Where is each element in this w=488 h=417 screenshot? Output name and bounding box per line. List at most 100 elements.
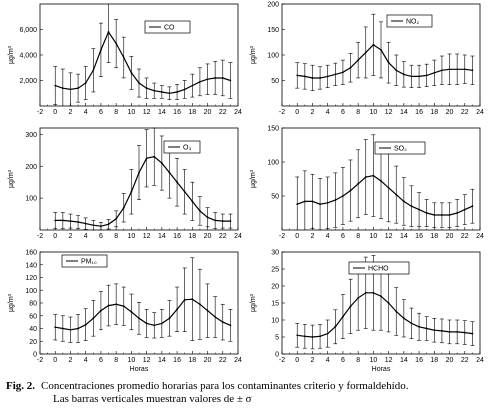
data-point [425,74,428,77]
data-point [199,209,201,212]
data-point [364,291,367,294]
data-point [441,69,443,72]
data-point [153,155,156,158]
x-tick-label: 20 [204,233,212,240]
legend: NO₂ [386,14,433,28]
x-tick-label: 2 [311,357,315,364]
x-tick-label: 10 [127,109,135,116]
y-tick-label: 20 [271,284,279,291]
data-point [153,324,156,327]
y-axis-title: µg/m³ [8,293,15,312]
x-tick-label: 12 [143,233,151,240]
data-point [456,331,459,333]
data-point [463,331,466,334]
data-point [130,190,133,193]
x-tick-label: 18 [430,109,438,116]
x-tick-label: 8 [356,357,360,364]
data-point [107,31,110,33]
y-tick-label: 25 [271,267,279,274]
data-point [100,49,102,51]
data-point [138,317,140,320]
data-point [92,317,95,320]
x-tick-label: -2 [279,233,285,240]
x-tick-label: 0 [53,109,57,116]
data-point [92,69,95,72]
data-point [69,328,72,331]
caption-line-1: Fig. 2. Concentraciones promedio horarias… [6,380,486,393]
x-tick-label: 0 [53,357,57,364]
data-point [206,309,209,312]
x-tick-label: 10 [369,357,377,364]
x-tick-label: 8 [114,357,118,364]
y-tick-label: 0 [33,352,37,359]
y-tick-label: 60 [29,313,37,320]
data-point [115,303,118,306]
y-tick-label: 300 [25,132,37,139]
data-point [334,73,337,76]
legend: CO [144,20,191,34]
data-point [471,332,474,335]
data-point [122,56,125,59]
x-tick-label: 10 [369,109,377,116]
data-point [349,66,352,69]
data-point [214,219,217,222]
x-tick-label: 20 [446,233,454,240]
x-tick-label: 24 [476,357,484,364]
figure-number: Fig. 2. [6,380,36,392]
data-point [221,77,224,79]
x-tick-label: 12 [385,109,393,116]
y-tick-label: 50 [271,194,279,201]
data-point [349,305,352,308]
data-point [145,322,148,325]
x-tick-label: 24 [476,233,484,240]
x-tick-label: 14 [158,233,166,240]
series-line [297,44,473,79]
legend-label: PM₁₀ [81,259,97,266]
y-tick-label: 150 [267,126,279,133]
data-point [326,75,329,78]
x-tick-label: 10 [369,233,377,240]
data-point [176,91,178,93]
y-tick-label: 100 [25,196,37,203]
panel-4: -2 0 2 4 6 8 10 12 14 16 18 20 22 2402040608010012014… [8,250,242,374]
x-tick-label: 20 [446,109,454,116]
x-tick-label: 16 [415,109,423,116]
y-tick-label: 200 [25,164,37,171]
data-point [107,223,110,226]
x-tick-label: 12 [143,109,151,116]
figure-caption: Fig. 2. Concentraciones promedio horarias… [6,380,486,406]
x-tick-label: 12 [143,357,151,364]
series-line [55,156,231,227]
y-tick-label: 200 [267,2,279,9]
x-tick-label: 0 [295,357,299,364]
x-tick-label: 22 [219,233,227,240]
data-point [471,69,474,72]
x-tick-label: 14 [400,109,408,116]
x-tick-label: 16 [415,357,423,364]
data-point [319,203,321,206]
y-axis-title: µg/m³ [8,169,15,188]
legend-box [61,254,108,268]
data-point [311,77,314,79]
legend: O₃ [163,140,201,154]
data-point [84,222,87,225]
y-tick-label: 15 [271,301,279,308]
x-tick-label: 24 [476,109,484,116]
x-tick-label: 16 [173,109,181,116]
data-point [456,212,459,214]
data-point [303,200,306,203]
y-tick-label: 50 [271,78,279,85]
data-point [130,311,133,313]
data-point [425,212,428,214]
x-tick-label: 0 [295,109,299,116]
y-tick-label: 5 [275,335,279,342]
data-point [221,220,224,222]
y-tick-label: 10 [271,318,279,325]
data-point [100,309,102,312]
x-tick-label: 12 [385,233,393,240]
data-point [364,51,367,54]
x-tick-label: 4 [84,109,88,116]
legend-label: CO [164,25,175,32]
